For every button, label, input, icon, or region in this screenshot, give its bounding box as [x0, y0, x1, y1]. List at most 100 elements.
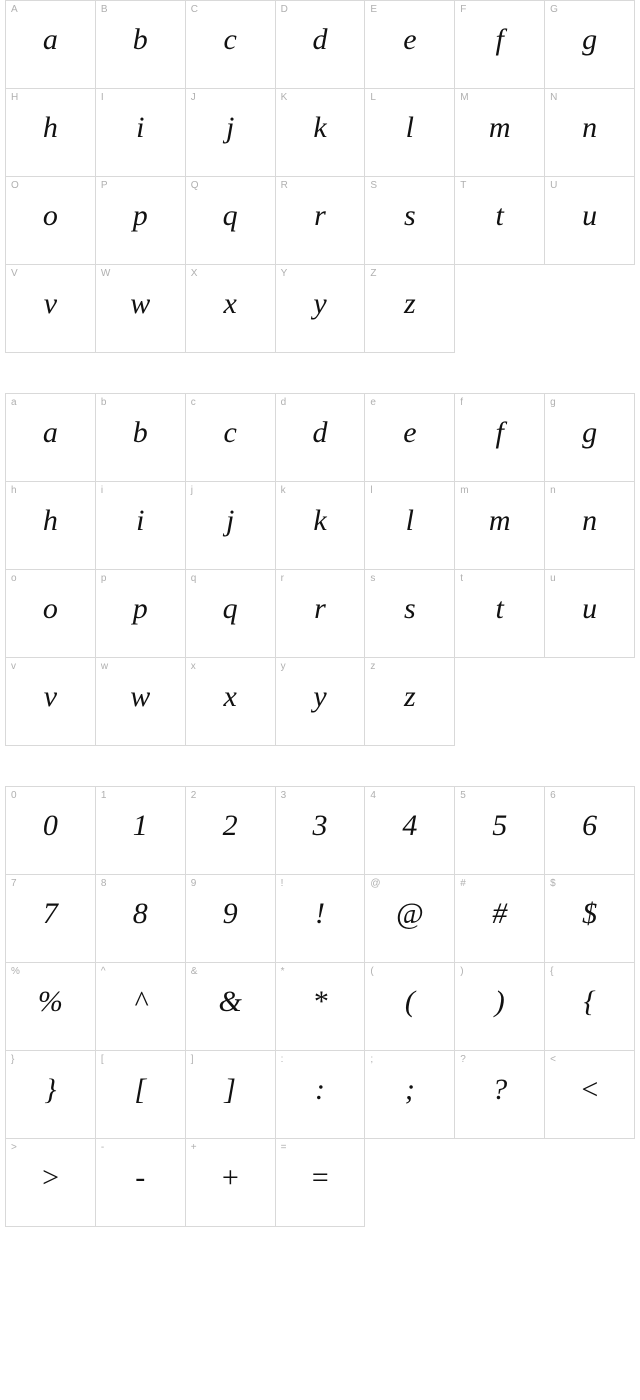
cell-glyph: a	[6, 418, 95, 448]
cell-label: m	[460, 485, 468, 496]
cell-label: &	[191, 966, 198, 977]
glyph-cell: {{	[545, 963, 635, 1051]
cell-glyph: =	[276, 1163, 365, 1193]
cell-label: W	[101, 268, 110, 279]
cell-label: l	[370, 485, 372, 496]
cell-glyph: !	[276, 899, 365, 929]
glyph-cell: 11	[96, 787, 186, 875]
glyph-cell: ll	[365, 482, 455, 570]
cell-label: K	[281, 92, 288, 103]
cell-label: H	[11, 92, 18, 103]
cell-label: b	[101, 397, 107, 408]
cell-glyph: 3	[276, 811, 365, 841]
cell-label: a	[11, 397, 17, 408]
cell-label: h	[11, 485, 17, 496]
cell-glyph: %	[6, 987, 95, 1017]
cell-label: %	[11, 966, 20, 977]
glyph-cell: Nn	[545, 89, 635, 177]
cell-label: v	[11, 661, 16, 672]
glyph-grid: AaBbCcDdEeFfGgHhIiJjKkLlMmNnOoPpQqRrSsTt…	[5, 0, 635, 353]
cell-glyph: (	[365, 987, 454, 1017]
cell-glyph: o	[6, 594, 95, 624]
cell-label: O	[11, 180, 19, 191]
cell-glyph: l	[365, 113, 454, 143]
cell-glyph: 2	[186, 811, 275, 841]
empty-cell	[545, 265, 635, 353]
cell-glyph: 9	[186, 899, 275, 929]
cell-glyph: w	[96, 682, 185, 712]
cell-glyph: s	[365, 201, 454, 231]
glyph-cell: Ll	[365, 89, 455, 177]
cell-label: s	[370, 573, 375, 584]
glyph-cell: 88	[96, 875, 186, 963]
cell-label: )	[460, 966, 463, 977]
glyph-cell: 22	[186, 787, 276, 875]
cell-label: S	[370, 180, 377, 191]
glyph-cell: 99	[186, 875, 276, 963]
glyph-cell: Rr	[276, 177, 366, 265]
cell-glyph: )	[455, 987, 544, 1017]
cell-glyph: q	[186, 201, 275, 231]
glyph-cell: uu	[545, 570, 635, 658]
cell-glyph: 6	[545, 811, 634, 841]
glyph-cell: Aa	[6, 1, 96, 89]
section-uppercase: AaBbCcDdEeFfGgHhIiJjKkLlMmNnOoPpQqRrSsTt…	[0, 0, 640, 353]
glyph-cell: Mm	[455, 89, 545, 177]
cell-glyph: s	[365, 594, 454, 624]
cell-label: 1	[101, 790, 107, 801]
cell-label: I	[101, 92, 104, 103]
empty-cell	[545, 658, 635, 746]
glyph-cell: Kk	[276, 89, 366, 177]
glyph-cell: yy	[276, 658, 366, 746]
cell-glyph: #	[455, 899, 544, 929]
cell-glyph: *	[276, 987, 365, 1017]
glyph-cell: xx	[186, 658, 276, 746]
glyph-cell: ff	[455, 394, 545, 482]
cell-glyph: 4	[365, 811, 454, 841]
cell-label: U	[550, 180, 557, 191]
cell-glyph: t	[455, 594, 544, 624]
cell-glyph: l	[365, 506, 454, 536]
glyph-cell: **	[276, 963, 366, 1051]
cell-label: :	[281, 1054, 284, 1065]
glyph-cell: kk	[276, 482, 366, 570]
glyph-cell: Oo	[6, 177, 96, 265]
glyph-cell: Tt	[455, 177, 545, 265]
cell-label: +	[191, 1142, 197, 1153]
cell-label: 2	[191, 790, 197, 801]
cell-label: A	[11, 4, 18, 15]
cell-glyph: z	[365, 289, 454, 319]
glyph-cell: Ss	[365, 177, 455, 265]
cell-glyph: b	[96, 418, 185, 448]
glyph-cell: ==	[276, 1139, 366, 1227]
cell-glyph: i	[96, 506, 185, 536]
cell-label: F	[460, 4, 466, 15]
glyph-cell: qq	[186, 570, 276, 658]
glyph-cell: Ff	[455, 1, 545, 89]
cell-glyph: p	[96, 201, 185, 231]
cell-label: k	[281, 485, 286, 496]
glyph-cell: >>	[6, 1139, 96, 1227]
glyph-cell: oo	[6, 570, 96, 658]
cell-label: 5	[460, 790, 466, 801]
glyph-cell: <<	[545, 1051, 635, 1139]
glyph-cell: --	[96, 1139, 186, 1227]
cell-glyph: j	[186, 113, 275, 143]
cell-glyph: {	[545, 987, 634, 1017]
cell-label: {	[550, 966, 553, 977]
cell-glyph: ^	[96, 987, 185, 1017]
glyph-cell: Ww	[96, 265, 186, 353]
cell-glyph: 5	[455, 811, 544, 841]
cell-glyph: @	[365, 899, 454, 929]
cell-label: G	[550, 4, 558, 15]
glyph-cell: ]]	[186, 1051, 276, 1139]
glyph-cell: Dd	[276, 1, 366, 89]
cell-label: 7	[11, 878, 17, 889]
glyph-cell: %%	[6, 963, 96, 1051]
glyph-cell: rr	[276, 570, 366, 658]
cell-glyph: $	[545, 899, 634, 929]
glyph-cell: ##	[455, 875, 545, 963]
glyph-cell: ee	[365, 394, 455, 482]
cell-glyph: :	[276, 1075, 365, 1105]
cell-glyph: r	[276, 201, 365, 231]
